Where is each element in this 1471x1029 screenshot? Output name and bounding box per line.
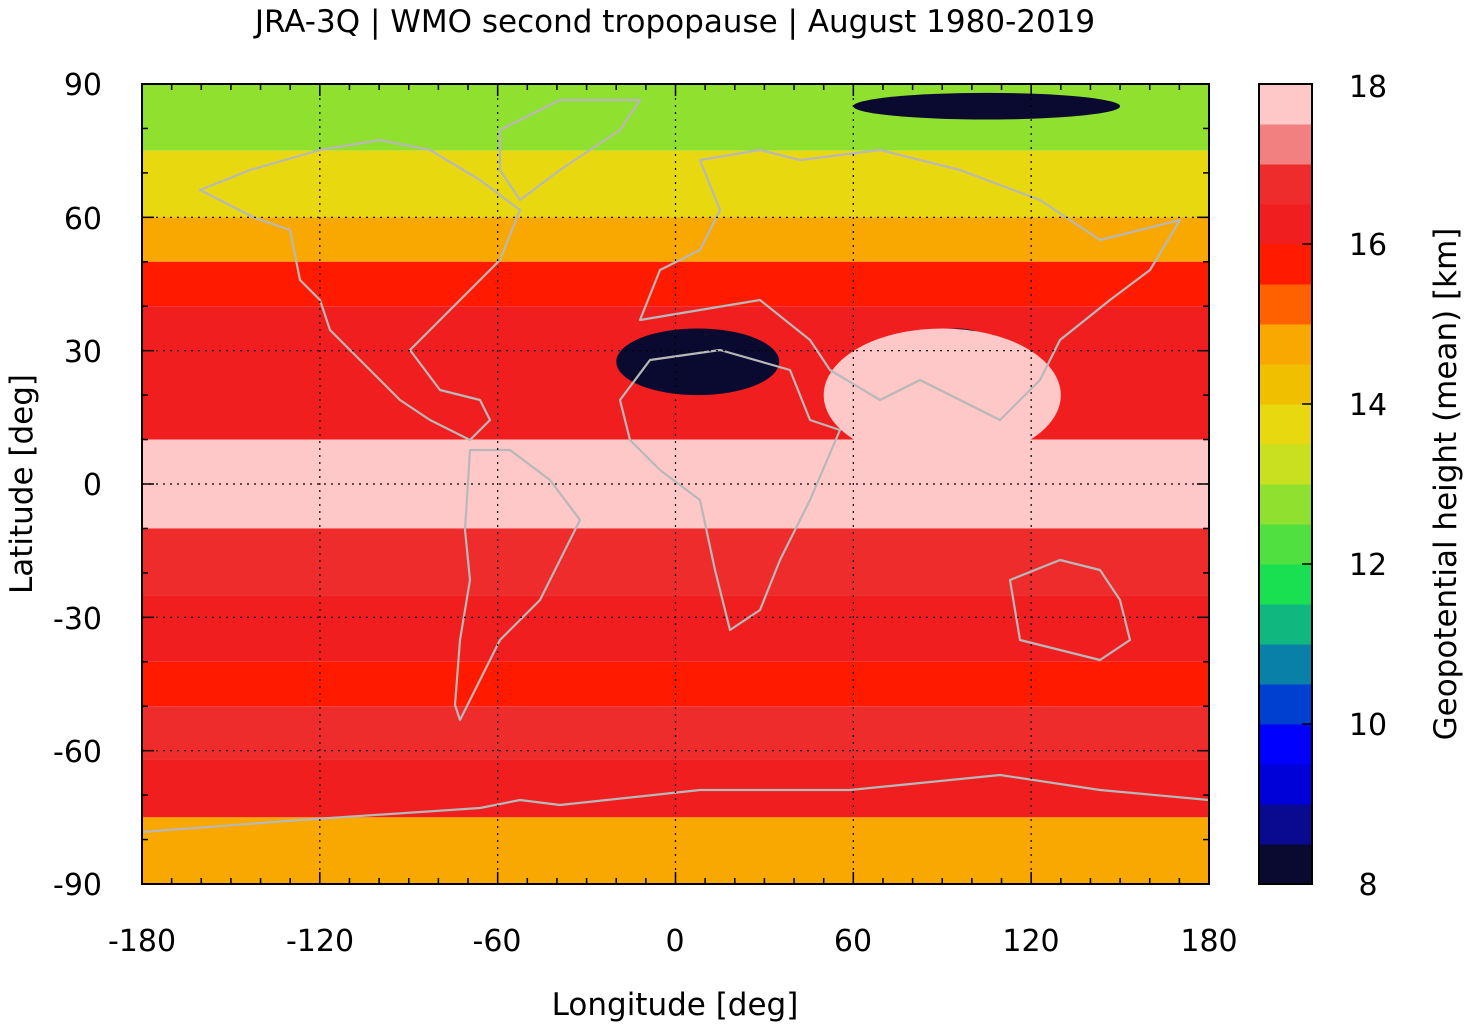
colorbar-tick-label: 18 bbox=[1349, 70, 1387, 105]
x-tick-label: -120 bbox=[286, 924, 354, 959]
x-tick-label: 60 bbox=[834, 924, 872, 959]
height-feature bbox=[616, 328, 780, 396]
x-tick-label: 120 bbox=[1002, 924, 1059, 959]
colorbar-swatch bbox=[1259, 764, 1312, 805]
height-feature bbox=[823, 328, 1061, 462]
x-tick-label: 0 bbox=[665, 924, 684, 959]
x-tick-label: -60 bbox=[473, 924, 522, 959]
y-axis-label: Latitude [deg] bbox=[4, 374, 40, 594]
colorbar-swatch bbox=[1259, 844, 1312, 885]
colorbar-swatch bbox=[1259, 604, 1312, 645]
plot-frame bbox=[141, 83, 1210, 885]
y-tick-label: 30 bbox=[64, 335, 102, 370]
colorbar-swatch bbox=[1259, 284, 1312, 325]
colorbar-swatches bbox=[1259, 84, 1312, 885]
y-tick-label: -30 bbox=[53, 602, 102, 637]
y-tick-label: -90 bbox=[53, 868, 102, 903]
height-band bbox=[142, 759, 1209, 818]
colorbar-swatch bbox=[1259, 364, 1312, 405]
colorbar-swatch bbox=[1259, 244, 1312, 285]
chart-title: JRA-3Q | WMO second tropopause | August … bbox=[253, 4, 1095, 40]
height-feature bbox=[853, 92, 1121, 120]
colorbar-swatch bbox=[1259, 684, 1312, 725]
y-tick-label: 0 bbox=[83, 468, 102, 503]
height-band bbox=[142, 261, 1209, 307]
colorbar-label: Geopotential height (mean) [km] bbox=[1428, 228, 1464, 741]
colorbar-swatch bbox=[1259, 524, 1312, 565]
colorbar-swatch bbox=[1259, 804, 1312, 845]
coastline-outlines bbox=[141, 98, 1210, 834]
colorbar-frame bbox=[1258, 83, 1313, 885]
coastline-eurasia bbox=[638, 148, 1182, 422]
colorbar-swatch bbox=[1259, 324, 1312, 365]
height-band bbox=[142, 595, 1209, 662]
colorbar-swatch bbox=[1259, 724, 1312, 765]
colorbar-swatch bbox=[1259, 444, 1312, 485]
colorbar-tick-label: 12 bbox=[1349, 548, 1387, 583]
colorbar-swatch bbox=[1259, 204, 1312, 245]
colorbar-swatch bbox=[1259, 484, 1312, 525]
coastline-south-america bbox=[453, 448, 582, 722]
x-axis-label: Longitude [deg] bbox=[552, 987, 799, 1023]
y-axis: 90 60 30 0 -30 -60 -90 Latitude [deg] bbox=[4, 68, 102, 903]
x-tick-label: 180 bbox=[1180, 924, 1237, 959]
colorbar-swatch bbox=[1259, 404, 1312, 445]
colorbar-tick-label: 8 bbox=[1358, 868, 1377, 903]
coastline-antarctica bbox=[141, 773, 1210, 834]
y-tick-label: -60 bbox=[53, 735, 102, 770]
colorbar-tick-label: 10 bbox=[1349, 708, 1387, 743]
x-axis: -180 -120 -60 0 60 120 180 Longitude [de… bbox=[108, 924, 1238, 1023]
colorbar-tick-label: 16 bbox=[1349, 228, 1387, 263]
colorbar: 8 10 12 14 16 18 Geopotential height (me… bbox=[1258, 70, 1464, 903]
height-features bbox=[616, 92, 1121, 462]
coastline-australia bbox=[1008, 558, 1132, 662]
coastline-greenland bbox=[498, 98, 642, 202]
colorbar-swatch bbox=[1259, 564, 1312, 605]
colorbar-ticks bbox=[1302, 83, 1312, 885]
x-tick-label: -180 bbox=[108, 924, 176, 959]
colorbar-tick-label: 14 bbox=[1349, 388, 1387, 423]
map-panel bbox=[141, 83, 1210, 885]
y-tick-label: 90 bbox=[64, 68, 102, 103]
colorbar-swatch bbox=[1259, 164, 1312, 205]
coastline-africa bbox=[618, 348, 842, 632]
colorbar-swatch bbox=[1259, 124, 1312, 165]
colorbar-swatch bbox=[1259, 644, 1312, 685]
y-tick-label: 60 bbox=[64, 202, 102, 237]
coastline-north-america bbox=[198, 138, 522, 442]
colorbar-swatch bbox=[1259, 84, 1312, 125]
height-band bbox=[142, 661, 1209, 707]
